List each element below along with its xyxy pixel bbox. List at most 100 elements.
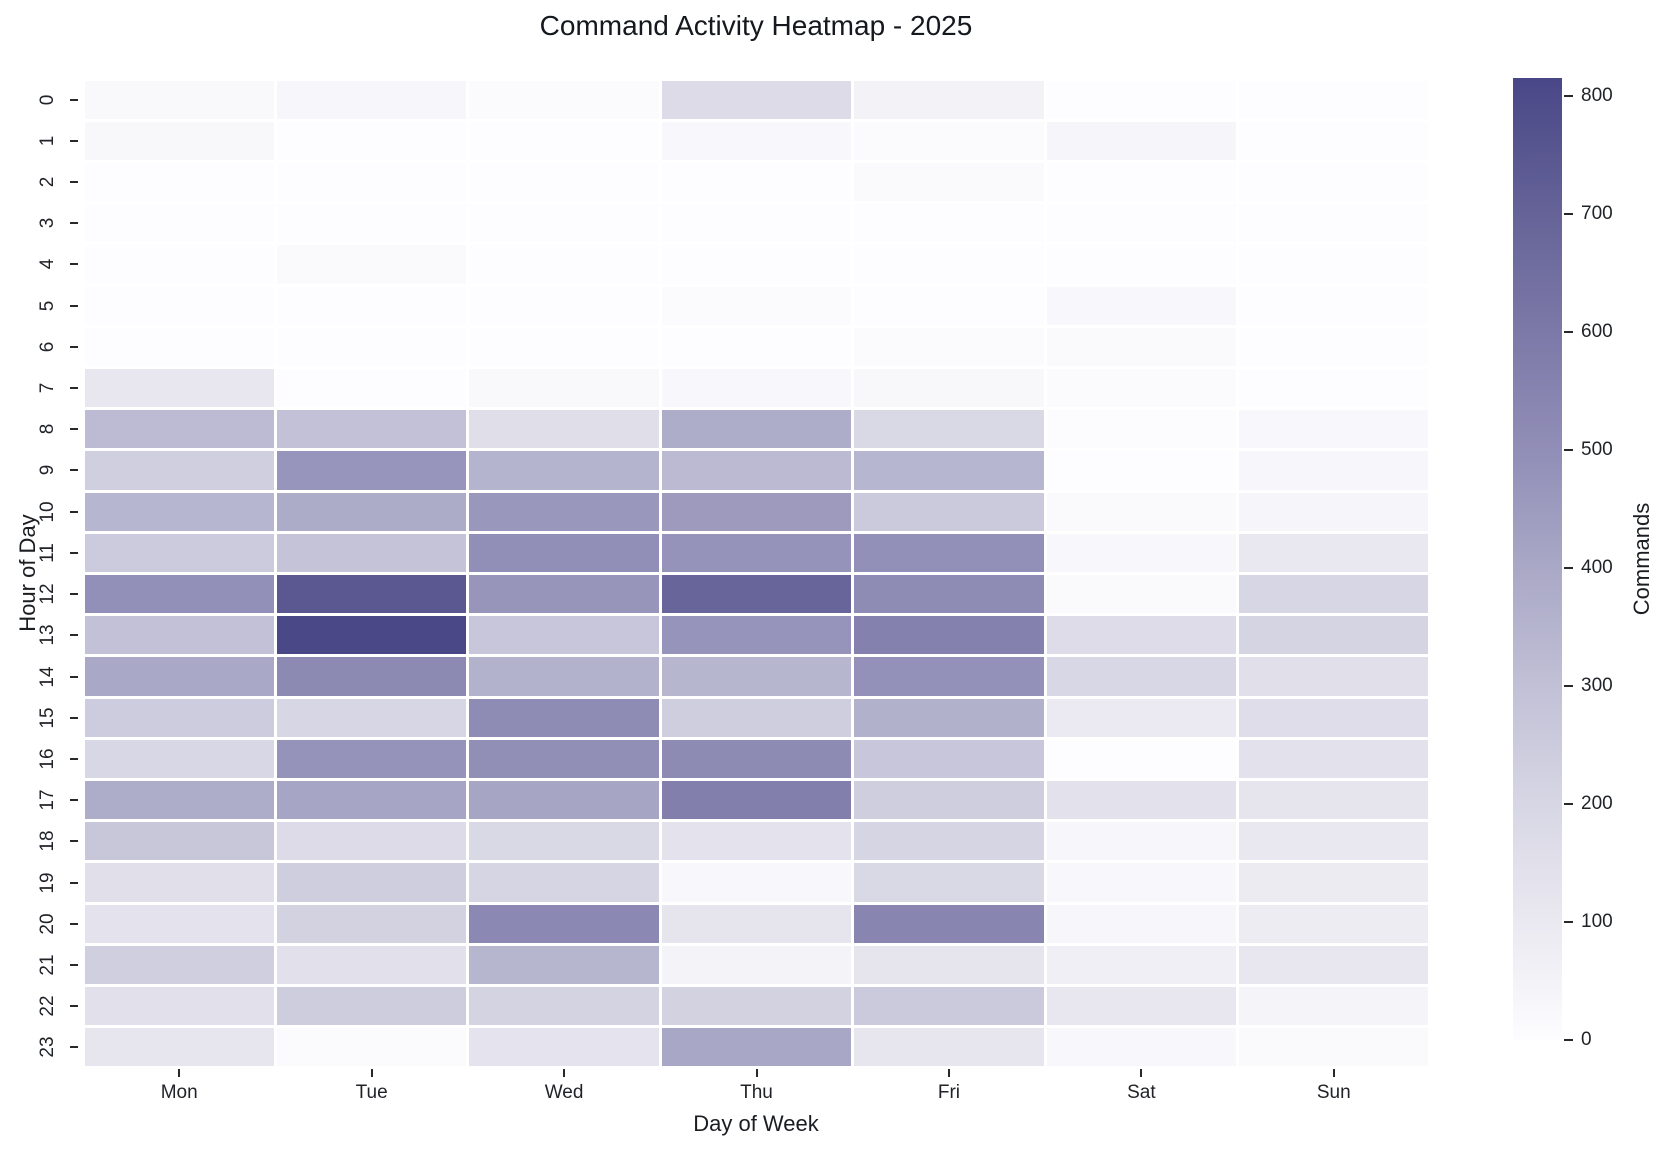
heatmap-cell — [1239, 575, 1429, 614]
heatmap-cell — [84, 616, 274, 655]
heatmap-cell — [661, 451, 852, 490]
heatmap-cell — [276, 1028, 467, 1067]
colorbar-tick-label: 600 — [1581, 320, 1613, 342]
heatmap-cell — [469, 410, 659, 449]
colorbar-tick-mark — [1564, 566, 1573, 569]
y-tick-mark — [70, 840, 78, 843]
heatmap-cell — [84, 80, 274, 119]
heatmap-cell — [1239, 533, 1429, 572]
heatmap-cell — [1046, 121, 1237, 160]
colorbar-tick-mark — [1564, 684, 1573, 687]
heatmap-cell — [661, 245, 852, 284]
colorbar-tick-label: 700 — [1581, 202, 1613, 224]
colorbar-label: Commands — [1629, 502, 1654, 616]
x-tick-label: Thu — [740, 1082, 773, 1103]
heatmap-cell — [1046, 533, 1237, 572]
heatmap-cell — [661, 822, 852, 861]
y-tick-mark — [70, 675, 78, 678]
y-tick-mark — [70, 139, 78, 142]
heatmap-cell — [1239, 451, 1429, 490]
y-tick-mark — [70, 1046, 78, 1049]
colorbar-tick-label: 300 — [1581, 674, 1613, 696]
x-tick-label: Fri — [937, 1082, 960, 1103]
heatmap-cell — [661, 410, 852, 449]
y-tick-mark — [70, 387, 78, 390]
heatmap-cell — [469, 204, 659, 243]
y-tick-label: 7 — [37, 382, 58, 394]
y-tick-mark — [70, 922, 78, 925]
y-tick-label: 1 — [37, 135, 58, 147]
y-tick-label: 8 — [37, 423, 58, 435]
heatmap-cell — [661, 162, 852, 202]
heatmap-cell — [84, 904, 274, 943]
y-tick-label: 4 — [37, 259, 58, 270]
heatmap-cell — [1046, 368, 1237, 408]
heatmap-cell — [854, 492, 1044, 531]
heatmap-cell — [469, 492, 659, 531]
heatmap-cell — [1239, 822, 1429, 861]
heatmap-cell — [1239, 1028, 1429, 1067]
heatmap-cell — [276, 368, 467, 408]
heatmap-cell — [854, 822, 1044, 861]
heatmap-cell — [469, 286, 659, 325]
heatmap-cell — [1239, 904, 1429, 943]
y-tick-mark — [70, 963, 78, 966]
heatmap-cell — [661, 863, 852, 902]
y-tick-mark — [70, 634, 78, 637]
heatmap-cell — [469, 739, 659, 779]
heatmap-cell — [276, 80, 467, 119]
heatmap-cell — [276, 533, 467, 572]
y-tick-label: 13 — [37, 624, 58, 646]
y-tick-mark — [70, 593, 78, 596]
heatmap-cell — [84, 162, 274, 202]
x-tick-mark — [755, 1069, 758, 1077]
heatmap-cell — [469, 533, 659, 572]
y-tick-mark — [70, 345, 78, 348]
y-tick-label: 5 — [37, 300, 58, 311]
heatmap-cell — [854, 945, 1044, 985]
heatmap-cell — [276, 410, 467, 449]
y-axis-title: Hour of Day — [15, 514, 40, 632]
heatmap-cell — [1239, 245, 1429, 284]
x-tick-mark — [370, 1069, 373, 1077]
heatmap-cell — [84, 781, 274, 820]
colorbar-tick-label: 500 — [1581, 438, 1613, 460]
x-tick-label: Wed — [544, 1082, 584, 1103]
colorbar-tick-mark — [1564, 802, 1573, 805]
heatmap-cell — [854, 657, 1044, 696]
y-tick-label: 12 — [37, 583, 58, 605]
heatmap-cell — [276, 327, 467, 366]
heatmap-cell — [854, 204, 1044, 243]
heatmap-cell — [661, 781, 852, 820]
heatmap-cell — [84, 863, 274, 902]
heatmap-cell — [1046, 410, 1237, 449]
heatmap-cell — [1239, 863, 1429, 902]
heatmap-cell — [854, 863, 1044, 902]
heatmap-cell — [469, 1028, 659, 1067]
heatmap-cell — [1239, 739, 1429, 779]
heatmap-cell — [469, 904, 659, 943]
heatmap-cell — [469, 863, 659, 902]
y-tick-label: 18 — [37, 830, 58, 852]
heatmap-cell — [854, 616, 1044, 655]
heatmap-cell — [854, 162, 1044, 202]
heatmap-cell — [661, 739, 852, 779]
x-tick-mark — [178, 1069, 181, 1077]
heatmap-cell — [661, 987, 852, 1026]
heatmap-cell — [854, 245, 1044, 284]
heatmap-cell — [469, 162, 659, 202]
heatmap-cell — [84, 245, 274, 284]
heatmap-cell — [84, 987, 274, 1026]
y-tick-mark — [70, 98, 78, 101]
y-tick-label: 15 — [37, 707, 58, 729]
heatmap-cell — [276, 739, 467, 779]
heatmap-cell — [1046, 987, 1237, 1026]
colorbar-tick-mark — [1564, 94, 1573, 97]
heatmap-cell — [276, 162, 467, 202]
heatmap-cell — [276, 286, 467, 325]
heatmap-cell — [854, 80, 1044, 119]
heatmap-cell — [1239, 410, 1429, 449]
heatmap-cell — [84, 327, 274, 366]
heatmap-cell — [1239, 327, 1429, 366]
heatmap-cell — [469, 451, 659, 490]
